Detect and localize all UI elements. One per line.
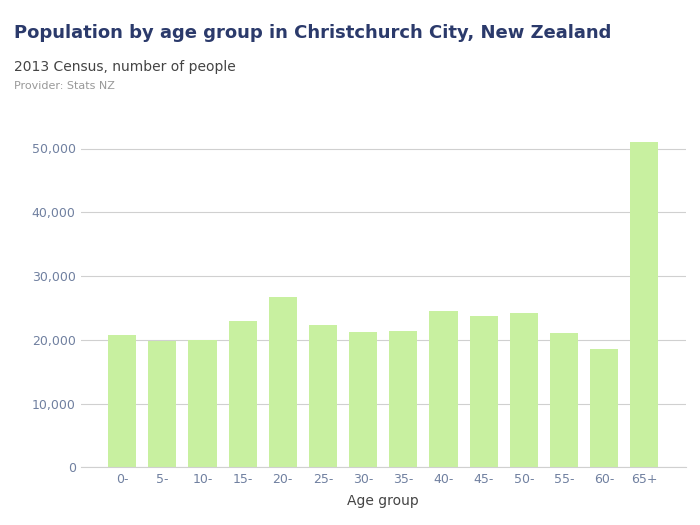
Bar	[389, 331, 417, 467]
Bar	[550, 333, 578, 467]
Bar	[470, 316, 498, 467]
Bar	[349, 332, 377, 467]
Bar	[188, 340, 216, 467]
Text: Population by age group in Christchurch City, New Zealand: Population by age group in Christchurch …	[14, 24, 611, 41]
X-axis label: Age group: Age group	[347, 494, 419, 508]
Bar	[108, 335, 136, 467]
Bar	[631, 142, 659, 467]
Bar	[590, 349, 618, 467]
Bar	[309, 325, 337, 467]
Text: Provider: Stats NZ: Provider: Stats NZ	[14, 81, 115, 91]
Text: figure.nz: figure.nz	[572, 26, 671, 45]
Bar	[229, 321, 257, 467]
Text: 2013 Census, number of people: 2013 Census, number of people	[14, 60, 236, 75]
Bar	[148, 341, 176, 467]
Bar	[510, 313, 538, 467]
Bar	[269, 297, 297, 467]
Bar	[430, 311, 458, 467]
